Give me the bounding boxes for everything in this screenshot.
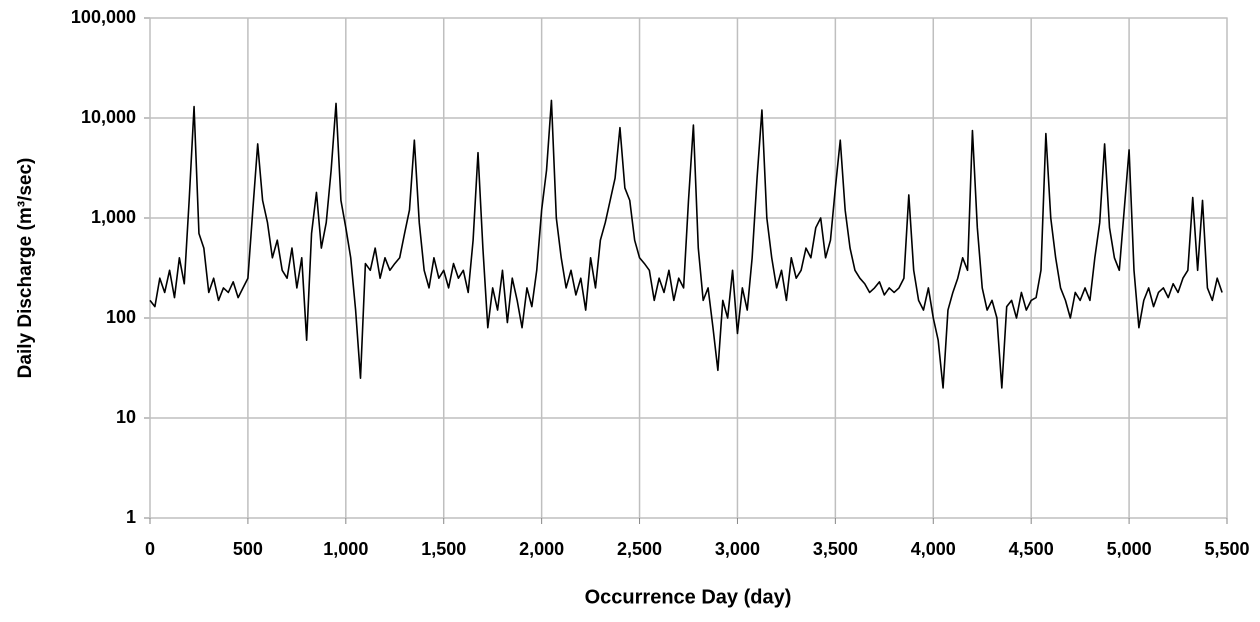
y-tick-label: 1 xyxy=(126,507,136,527)
x-axis-label: Occurrence Day (day) xyxy=(585,586,792,608)
y-tick-label: 100,000 xyxy=(71,7,136,27)
y-tick-label: 10 xyxy=(116,407,136,427)
x-tick-label: 1,500 xyxy=(421,539,466,559)
y-tick-label: 10,000 xyxy=(81,107,136,127)
y-tick-label: 1,000 xyxy=(91,207,136,227)
plot-frame xyxy=(149,17,1228,519)
x-tick-label: 4,500 xyxy=(1009,539,1054,559)
x-tick-label: 5,500 xyxy=(1204,539,1249,559)
y-axis-label: Daily Discharge (m³/sec) xyxy=(15,158,36,379)
data-line xyxy=(149,99,1223,389)
x-tick-label: 2,000 xyxy=(519,539,564,559)
y-tick-label: 100 xyxy=(106,307,136,327)
x-tick-label: 3,500 xyxy=(813,539,858,559)
x-tick-label: 3,000 xyxy=(715,539,760,559)
x-tick-label: 0 xyxy=(145,539,155,559)
x-tick-label: 2,500 xyxy=(617,539,662,559)
x-tick-label: 5,000 xyxy=(1107,539,1152,559)
x-tick-label: 1,000 xyxy=(323,539,368,559)
x-tick-label: 4,000 xyxy=(911,539,956,559)
x-tick-label: 500 xyxy=(233,539,263,559)
